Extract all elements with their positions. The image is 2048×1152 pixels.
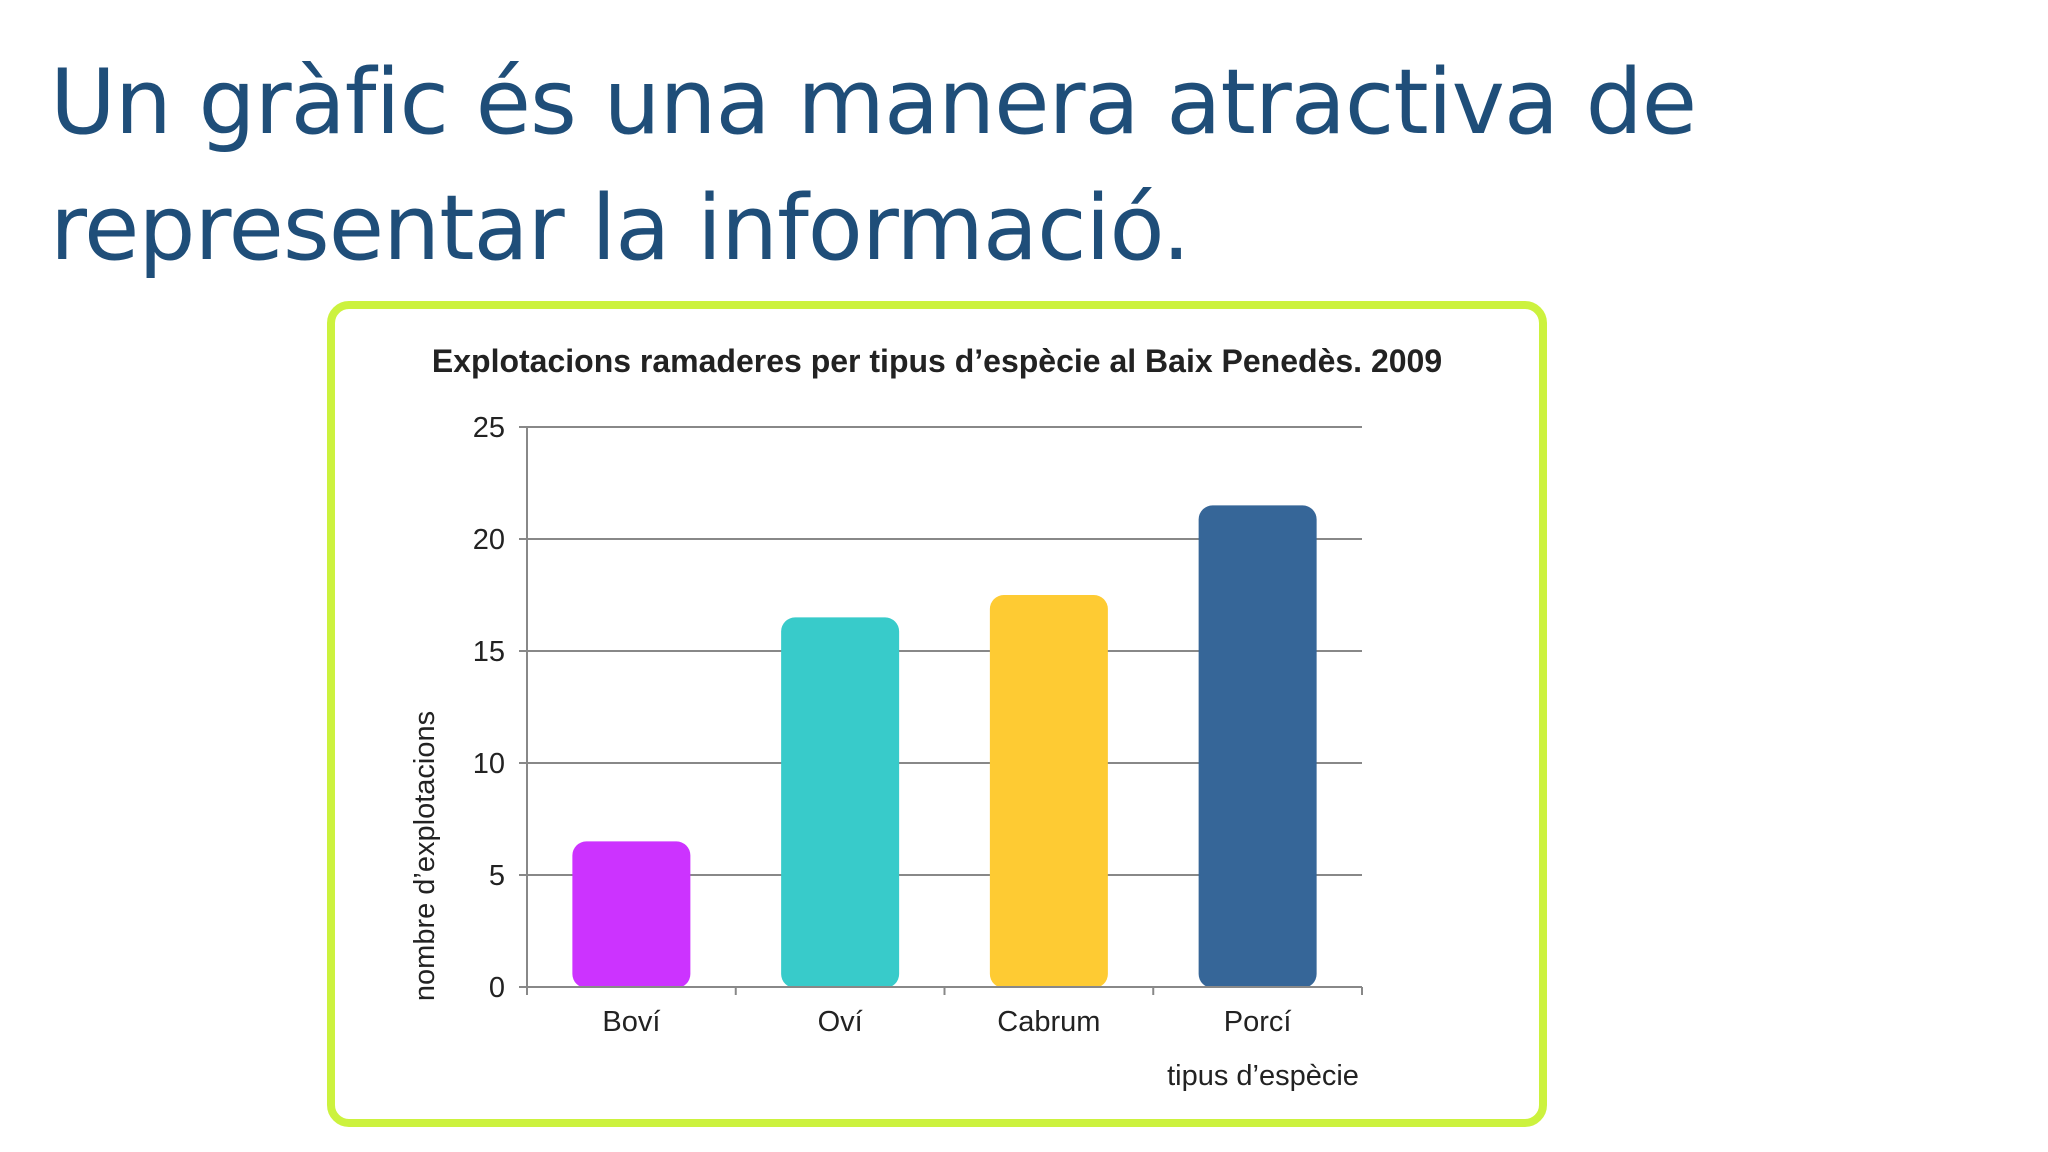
- y-tick-label-15: 15: [473, 636, 505, 668]
- slide-heading: Un gràfic és una manera atractiva de rep…: [50, 40, 1950, 292]
- bar-boví: [572, 841, 691, 988]
- slide-heading-line-2: representar la informació.: [50, 176, 1191, 281]
- bar-porcí: [1198, 505, 1317, 988]
- y-axis: 0 5 10 15 20 25: [473, 412, 528, 1004]
- x-tick-label-0: Boví: [602, 1006, 660, 1038]
- y-tick-label-0: 0: [489, 972, 505, 1004]
- y-tick-label-10: 10: [473, 748, 505, 780]
- y-tick-label-25: 25: [473, 412, 505, 444]
- x-tick-label-1: Oví: [818, 1006, 863, 1038]
- x-tick-label-2: Cabrum: [997, 1006, 1100, 1038]
- y-tick-label-5: 5: [489, 860, 505, 892]
- chart-frame: [327, 301, 1547, 1127]
- y-tick-label-20: 20: [473, 524, 505, 556]
- chart-title: Explotacions ramaderes per tipus d’espèc…: [432, 343, 1442, 379]
- x-axis: Boví Oví Cabrum Porcí: [526, 986, 1363, 1038]
- y-axis-title: nombre d’explotacions: [409, 711, 441, 1001]
- bars: [572, 505, 1317, 988]
- x-axis-title: tipus d’espècie: [1167, 1060, 1359, 1092]
- bar-cabrum: [989, 595, 1108, 988]
- slide-heading-line-1: Un gràfic és una manera atractiva de: [50, 50, 1697, 155]
- bar-oví: [781, 617, 900, 988]
- x-tick-label-3: Porcí: [1224, 1006, 1292, 1038]
